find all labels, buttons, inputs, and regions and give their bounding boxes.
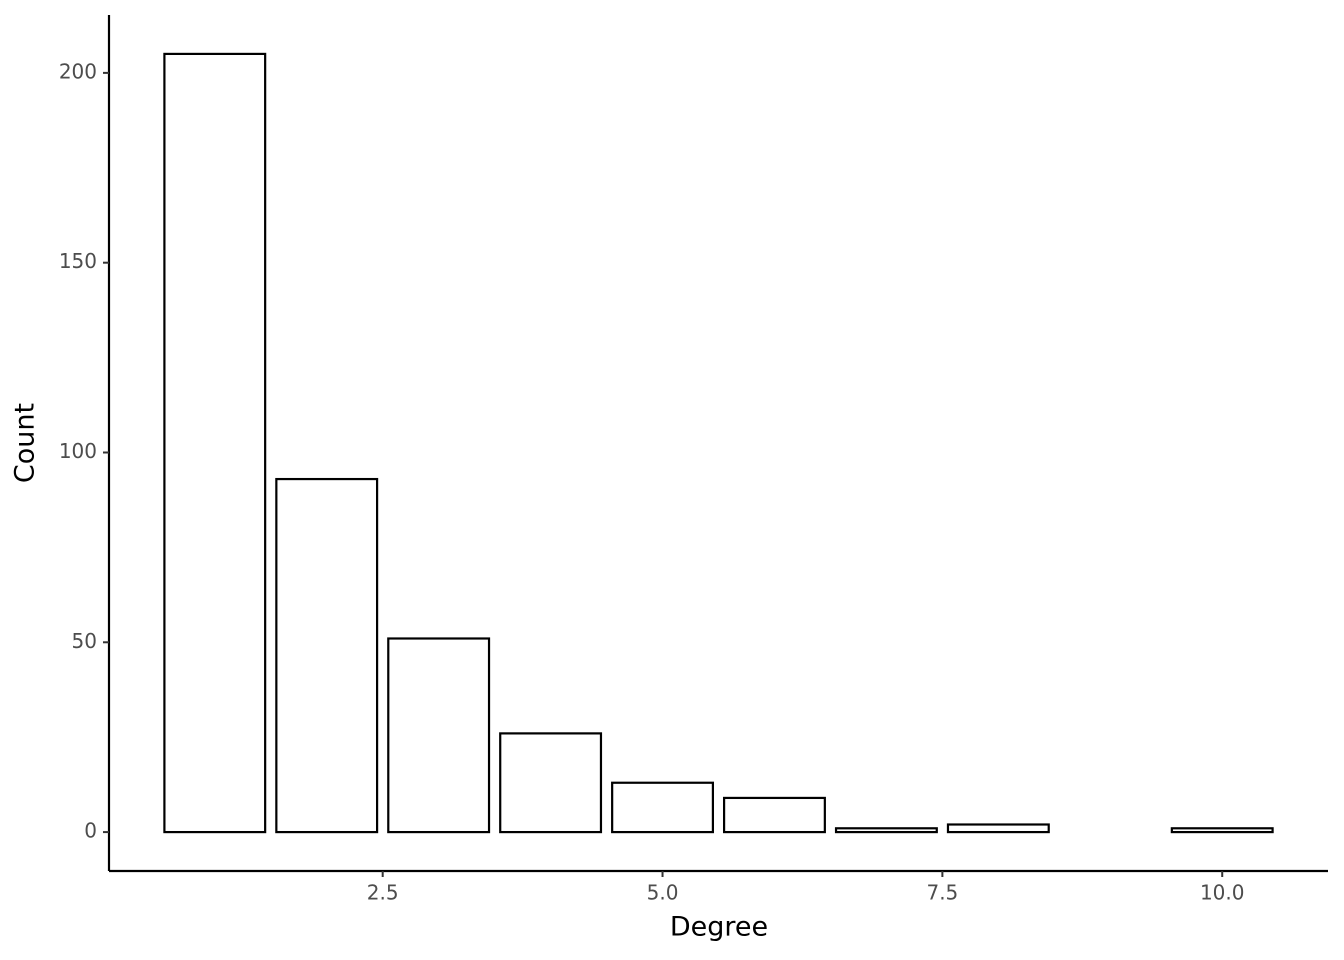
y-tick-label: 0 bbox=[84, 819, 97, 843]
x-axis-title: Degree bbox=[670, 912, 768, 943]
bar bbox=[722, 796, 826, 834]
bar bbox=[611, 781, 715, 834]
x-tick-label: 10.0 bbox=[1200, 881, 1245, 905]
bar bbox=[834, 827, 938, 834]
bar bbox=[1170, 827, 1274, 834]
bar bbox=[499, 732, 603, 834]
y-tick-label: 50 bbox=[72, 629, 97, 653]
bar bbox=[387, 637, 491, 834]
x-tick-label: 2.5 bbox=[367, 881, 399, 905]
y-tick-label: 150 bbox=[59, 249, 97, 273]
bar bbox=[946, 823, 1050, 834]
y-tick-label: 200 bbox=[59, 59, 97, 83]
x-tick-label: 7.5 bbox=[926, 881, 958, 905]
bar bbox=[275, 477, 379, 834]
y-tick-label: 100 bbox=[59, 439, 97, 463]
x-tick-label: 5.0 bbox=[647, 881, 679, 905]
y-axis-title: Count bbox=[10, 403, 41, 483]
bar bbox=[163, 52, 267, 834]
